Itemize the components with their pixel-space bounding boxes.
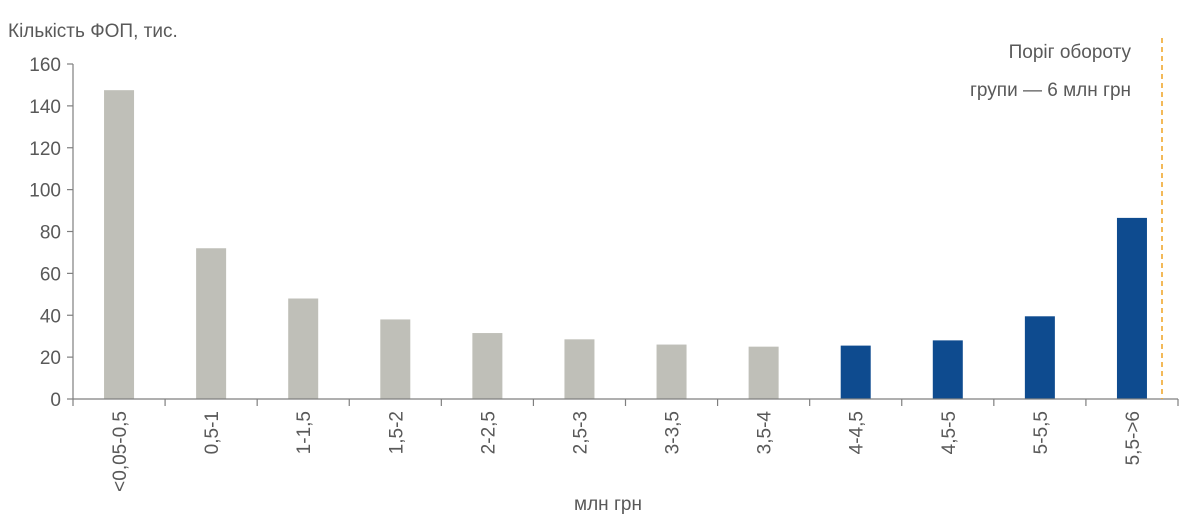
x-tick-label: 3,5-4: [755, 411, 776, 455]
x-tick-label: 4-4,5: [847, 411, 868, 454]
x-tick-label: 4,5-5: [939, 411, 960, 454]
y-tick-label: 0: [50, 390, 61, 411]
x-axis-title: млн грн: [574, 494, 642, 515]
threshold-label-line2: групи — 6 млн грн: [970, 80, 1131, 101]
y-tick-label: 20: [40, 348, 61, 369]
bar: [932, 340, 963, 399]
bar: [1116, 217, 1147, 399]
threshold-label-line1: Поріг обороту: [1009, 42, 1132, 63]
bar: [564, 339, 595, 399]
bar: [380, 319, 411, 399]
y-tick-label: 40: [40, 306, 61, 327]
bar: [288, 298, 319, 399]
bars: [104, 90, 1147, 399]
threshold-marker: Поріг обороту групи — 6 млн грн: [970, 38, 1163, 399]
bar: [196, 248, 227, 399]
x-tick-label: 5,5->6: [1123, 411, 1144, 465]
x-tick-label: 1,5-2: [386, 411, 407, 454]
y-tick-label: 60: [40, 264, 61, 285]
x-axis: <0,05-0,5 0,5-1 1-1,5 1,5-2 2-2,5 2,5-3 3-3,5 3…: [72, 398, 1179, 492]
x-tick-label: 2,5-3: [570, 411, 591, 454]
bar: [472, 333, 503, 399]
y-tick-label: 80: [40, 223, 61, 244]
y-tick-label: 100: [29, 181, 61, 202]
x-tick-label: 2-2,5: [478, 411, 499, 454]
y-axis: 0 20 40 60 80 100 120 140 160: [29, 55, 74, 411]
x-tick-label: 1-1,5: [294, 411, 315, 454]
bar: [104, 90, 135, 399]
bar: [840, 345, 871, 399]
bar: [656, 344, 687, 399]
bar: [748, 346, 779, 399]
y-tick-label: 140: [29, 97, 61, 118]
x-tick-label: 3-3,5: [663, 411, 684, 454]
bar: [1024, 316, 1055, 399]
x-tick-label: <0,05-0,5: [110, 411, 131, 492]
y-tick-label: 160: [29, 55, 61, 76]
y-axis-title: Кількість ФОП, тис.: [8, 21, 178, 42]
x-tick-label: 0,5-1: [202, 411, 223, 454]
x-tick-label: 5-5,5: [1031, 411, 1052, 454]
y-tick-label: 120: [29, 139, 61, 160]
